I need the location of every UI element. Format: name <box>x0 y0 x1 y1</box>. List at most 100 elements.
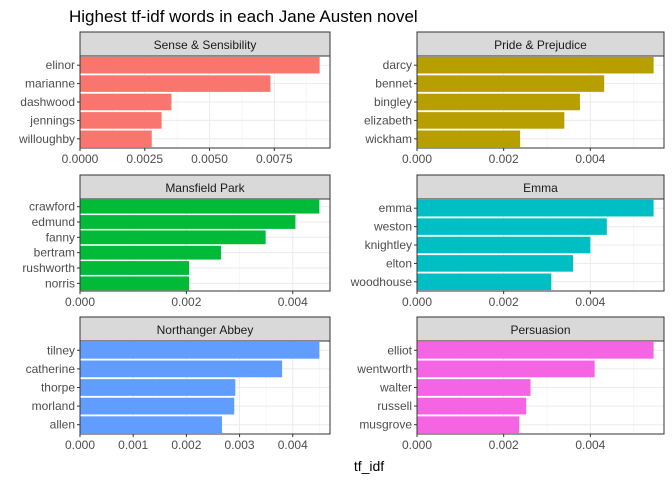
bar <box>417 416 520 434</box>
bar <box>80 276 190 291</box>
x-tick-label: 0.000 <box>402 438 432 452</box>
x-tick-label: 0.0000 <box>62 152 99 166</box>
x-tick-label: 0.001 <box>118 438 148 452</box>
facet-panel: Pride & Prejudice darcy bennet bingley eliza… <box>364 31 665 166</box>
facet-panel: Northanger Abbey tilney catherine thorpe mor… <box>26 316 331 452</box>
category-label: darcy <box>383 58 412 72</box>
category-label: dashwood <box>20 95 75 109</box>
panel-background <box>80 199 330 291</box>
facet-strip-label: Northanger Abbey <box>157 323 254 337</box>
x-tick-label: 0.000 <box>402 295 432 309</box>
bar <box>80 199 320 214</box>
bar <box>417 236 591 254</box>
x-tick-label: 0.002 <box>171 438 201 452</box>
x-tick-label: 0.000 <box>65 295 95 309</box>
panel-border <box>416 55 665 149</box>
category-label: crawford <box>29 200 75 214</box>
x-tick-label: 0.003 <box>225 438 255 452</box>
bar <box>80 93 172 111</box>
bar <box>417 130 521 148</box>
category-label: willoughby <box>18 132 75 146</box>
x-tick-label: 0.002 <box>171 295 201 309</box>
category-label: elton <box>386 256 412 270</box>
facet-panel: Emma emma weston knightley elton woodhouse 0.0… <box>350 174 665 309</box>
x-tick-label: 0.002 <box>489 152 519 166</box>
category-label: woodhouse <box>350 275 413 289</box>
category-label: edmund <box>32 215 75 229</box>
facet-strip-label: Pride & Prejudice <box>494 38 587 52</box>
panel-border <box>79 198 331 292</box>
facet-strip-label: Sense & Sensibility <box>154 38 257 52</box>
x-axis-label: tf_idf <box>354 458 384 474</box>
x-tick-label: 0.004 <box>575 295 605 309</box>
facet-panel: Persuasion elliot wentworth walter russell mu… <box>356 316 665 452</box>
facet-panels: Sense & Sensibility elinor marianne dashwoo… <box>18 31 665 452</box>
bar <box>417 218 607 235</box>
bar <box>80 245 221 260</box>
category-label: wentworth <box>356 362 412 376</box>
facet-strip <box>416 174 665 200</box>
bar <box>417 341 654 359</box>
x-tick-label: 0.0075 <box>256 152 293 166</box>
bar <box>80 215 296 229</box>
category-label: knightley <box>365 238 412 252</box>
facet-strip-label: Emma <box>523 181 558 195</box>
x-tick-label: 0.000 <box>65 438 95 452</box>
x-tick-label: 0.004 <box>575 152 605 166</box>
category-label: musgrove <box>359 418 412 432</box>
category-label: marianne <box>25 77 75 91</box>
category-label: tilney <box>47 343 75 357</box>
x-tick-label: 0.000 <box>402 152 432 166</box>
x-tick-label: 0.0025 <box>126 152 163 166</box>
bar <box>417 360 595 378</box>
bar <box>80 230 266 245</box>
category-label: rushworth <box>22 261 75 275</box>
bar <box>80 261 190 275</box>
facet-strip <box>416 31 665 57</box>
category-label: morland <box>32 399 75 413</box>
bar <box>80 56 320 74</box>
x-tick-label: 0.004 <box>575 438 605 452</box>
category-label: fanny <box>46 230 75 244</box>
bar <box>417 273 552 291</box>
category-label: emma <box>379 201 413 215</box>
bar <box>417 56 654 74</box>
bar <box>417 93 580 111</box>
facet-strip <box>79 31 331 57</box>
x-tick-label: 0.004 <box>278 438 308 452</box>
x-tick-label: 0.0050 <box>191 152 228 166</box>
facet-strip-label: Persuasion <box>510 323 570 337</box>
category-label: elizabeth <box>364 113 412 127</box>
category-label: thorpe <box>41 381 75 395</box>
chart-title: Highest tf-idf words in each Jane Austen… <box>69 7 418 26</box>
category-label: elinor <box>46 58 75 72</box>
bar <box>80 130 152 148</box>
category-label: bertram <box>34 246 75 260</box>
bar <box>417 199 654 217</box>
facet-panel: Sense & Sensibility elinor marianne dashwoo… <box>18 31 331 166</box>
category-label: catherine <box>26 362 76 376</box>
x-tick-label: 0.002 <box>489 438 519 452</box>
x-tick-label: 0.002 <box>489 295 519 309</box>
bar <box>80 112 162 129</box>
bar <box>80 75 271 92</box>
bar <box>417 397 527 415</box>
bar <box>80 341 320 359</box>
category-label: bingley <box>374 95 412 109</box>
category-label: weston <box>373 220 412 234</box>
bar <box>80 397 235 415</box>
facet-strip-label: Mansfield Park <box>165 181 245 195</box>
category-label: jennings <box>29 113 75 127</box>
category-label: allen <box>50 418 75 432</box>
panel-border <box>416 198 665 292</box>
panel-border <box>416 340 665 435</box>
facet-strip <box>79 174 331 200</box>
category-label: russell <box>377 399 412 413</box>
bar <box>417 112 565 129</box>
bar <box>417 255 573 272</box>
bar <box>417 379 531 396</box>
category-label: bennet <box>375 77 412 91</box>
bar <box>80 360 283 378</box>
x-tick-label: 0.004 <box>278 295 308 309</box>
category-label: elliot <box>387 343 412 357</box>
